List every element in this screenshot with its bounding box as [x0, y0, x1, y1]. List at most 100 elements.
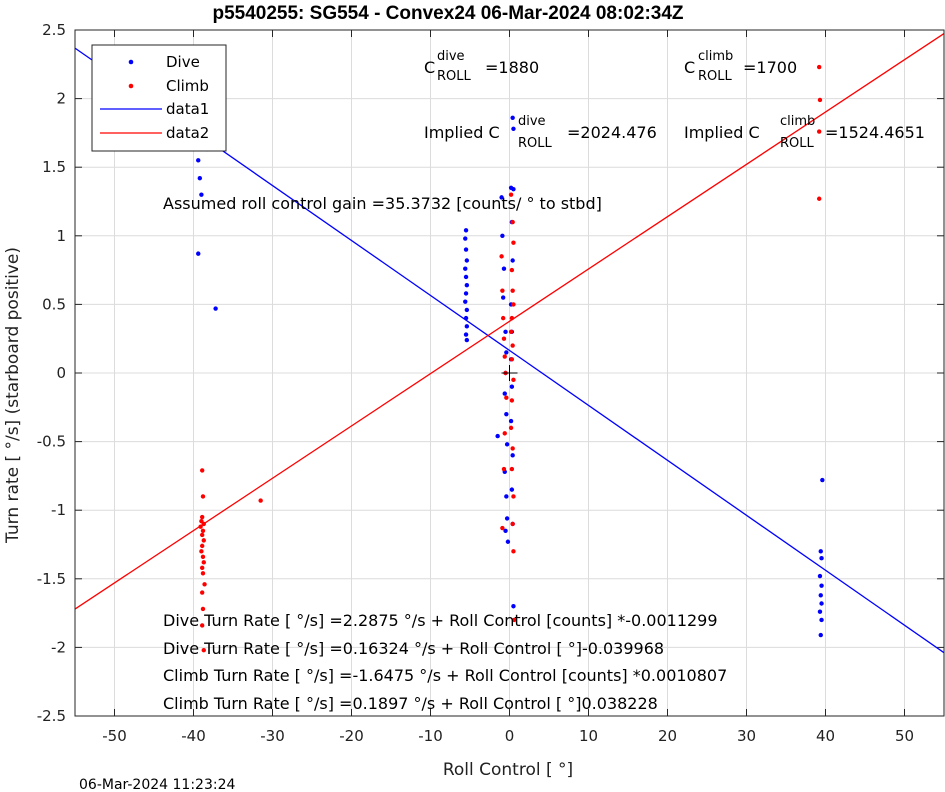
- climb-point: [199, 590, 205, 595]
- implied-dive-value: =2024.476: [567, 123, 657, 142]
- legend-dive-marker: [128, 59, 134, 65]
- climb-point: [511, 377, 516, 383]
- dive-point: [820, 477, 825, 483]
- dive-point: [819, 601, 824, 606]
- dive-point: [463, 315, 469, 321]
- implied-dive-superscript: dive: [518, 114, 546, 129]
- climb-point: [510, 343, 515, 348]
- dive-point: [463, 247, 469, 252]
- climb-point: [509, 267, 515, 273]
- implied-climb-value: =1524.4651: [825, 123, 925, 142]
- chart-title: p5540255: SG554 - Convex24 06-Mar-2024 0…: [212, 3, 683, 24]
- c-climb-value: =1700: [743, 58, 797, 77]
- dive-point: [504, 516, 510, 521]
- dive-point: [510, 258, 515, 263]
- dive-point: [505, 539, 511, 544]
- climb-point: [200, 554, 206, 560]
- dive-point: [817, 573, 823, 579]
- legend-data1: data1: [166, 100, 209, 118]
- y-tick-label: -1.5: [37, 570, 66, 588]
- implied-climb-subscript: ROLL: [780, 136, 815, 151]
- dive-point: [817, 609, 823, 614]
- climb-point: [509, 466, 515, 472]
- climb-point: [511, 302, 516, 307]
- dive-point: [508, 418, 514, 424]
- dive-point: [464, 307, 470, 313]
- climb-point: [200, 571, 206, 576]
- climb-point: [198, 524, 203, 529]
- climb-point: [201, 560, 206, 565]
- dive-point: [463, 228, 469, 233]
- dive-point: [464, 324, 470, 329]
- dive-point: [510, 453, 515, 458]
- dive-point: [501, 266, 507, 271]
- climb-point: [199, 468, 205, 473]
- climb-point: [501, 466, 507, 472]
- legend-dive: Dive: [166, 53, 200, 71]
- climb-point: [258, 498, 263, 503]
- climb-point: [510, 288, 515, 293]
- climb-point: [202, 582, 207, 587]
- climb-point: [201, 538, 206, 543]
- climb-point: [510, 446, 515, 451]
- dive-point: [511, 126, 516, 131]
- x-axis-label: Roll Control [ °]: [443, 760, 573, 780]
- dive-point: [463, 332, 469, 337]
- climb-point: [816, 129, 822, 134]
- dive-point: [463, 274, 469, 280]
- x-tick-label: 0: [505, 727, 515, 745]
- legend: Dive Climb data1 data2: [91, 44, 227, 152]
- dive-point: [510, 115, 515, 121]
- dive-point: [503, 528, 508, 533]
- legend-data2: data2: [166, 124, 209, 142]
- dive-point: [464, 258, 470, 263]
- dive-point: [500, 233, 505, 238]
- climb-point: [510, 521, 515, 527]
- c-climb-subscript: ROLL: [698, 69, 733, 84]
- dive-point: [504, 350, 509, 355]
- x-tick-labels: -50 -40 -30 -20 -10 0 10 20 30 40 50: [102, 727, 914, 745]
- implied-dive-subscript: ROLL: [518, 136, 553, 151]
- dive-point: [818, 632, 823, 638]
- dive-point: [504, 411, 509, 417]
- dive-point: [503, 329, 508, 335]
- dive-point: [196, 158, 201, 163]
- x-tick-label: -20: [339, 727, 364, 745]
- y-tick-label: 1: [56, 227, 66, 245]
- y-tick-label: -0.5: [37, 433, 66, 451]
- dive-point: [509, 487, 515, 492]
- c-dive-value: =1880: [485, 58, 539, 77]
- dive-point: [818, 549, 823, 554]
- legend-climb-marker: [128, 83, 134, 89]
- climb-point: [816, 64, 822, 70]
- climb-point: [502, 431, 507, 436]
- climb-point: [509, 398, 515, 403]
- y-tick-label: 1.5: [42, 158, 66, 176]
- dive-fit-counts: Dive Turn Rate [ °/s] =2.2875 °/s + Roll…: [163, 611, 718, 630]
- implied-climb-label: Implied C: [684, 123, 760, 142]
- x-tick-label: -10: [418, 727, 443, 745]
- y-tick-label: 0.5: [42, 295, 66, 313]
- climb-point: [508, 329, 514, 335]
- climb-point: [511, 494, 516, 499]
- x-tick-label: 50: [895, 727, 914, 745]
- climb-point: [508, 425, 514, 431]
- implied-dive-label: Implied C: [424, 123, 500, 142]
- c-dive-label: C: [424, 58, 435, 77]
- climb-point: [199, 623, 205, 628]
- climb-point: [511, 240, 516, 245]
- climb-point: [511, 549, 516, 554]
- dive-point: [511, 186, 516, 192]
- y-tick-label: 2: [56, 90, 66, 108]
- c-dive-superscript: dive: [437, 49, 465, 64]
- dive-point: [213, 306, 218, 311]
- dive-point: [499, 195, 504, 200]
- dive-point: [819, 583, 824, 588]
- y-tick-label: -2.5: [37, 707, 66, 725]
- data-points: [195, 64, 825, 653]
- dive-point: [819, 617, 824, 623]
- climb-point: [502, 354, 507, 359]
- dive-point: [463, 291, 469, 296]
- x-tick-label: -40: [181, 727, 206, 745]
